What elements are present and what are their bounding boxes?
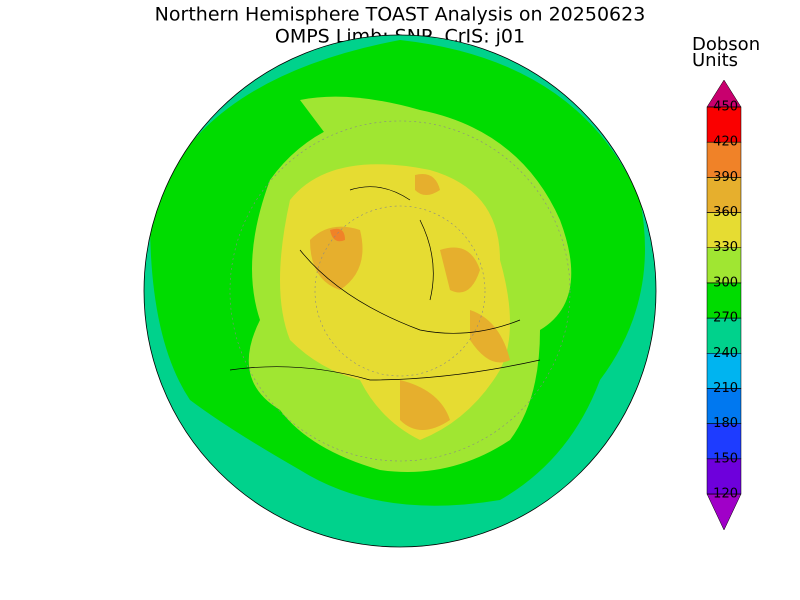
contour	[300, 96, 420, 142]
colorbar-tick-label: 270	[713, 311, 738, 326]
colorbar-band	[706, 388, 742, 424]
colorbar-tick-label: 300	[713, 275, 738, 290]
map-border	[143, 34, 657, 548]
graticule	[314, 205, 486, 377]
colorbar-tick-label: 150	[713, 451, 738, 466]
colorbar-band	[706, 247, 742, 284]
colorbar-band	[706, 282, 742, 319]
map	[144, 35, 656, 547]
colorbar-tick-label: 390	[713, 170, 738, 185]
coastline	[229, 186, 541, 381]
colorbar-tick-label: 360	[713, 205, 738, 220]
colorbar-tick-label: 330	[713, 240, 738, 255]
colorbar-tick-label: 120	[713, 487, 738, 502]
colorbar-tick-label: 450	[713, 100, 738, 115]
colorbar-tick-label: 420	[713, 135, 738, 150]
colorbar-tick-label: 180	[713, 416, 738, 431]
colorbar-label: Dobson	[692, 34, 760, 55]
colorbar-tick-label: 210	[713, 381, 738, 396]
contour	[470, 310, 510, 363]
contour	[400, 380, 450, 430]
colorbar-label: Units	[692, 50, 738, 71]
colorbar-tick-label: 240	[713, 346, 738, 361]
contour	[440, 247, 480, 293]
graticule	[229, 120, 571, 462]
colorbar-band	[706, 212, 742, 248]
contour	[330, 228, 345, 242]
title: Northern Hemisphere TOAST Analysis on 20…	[155, 4, 646, 26]
colorbar: 120 150 180 210 240 270 300 330 360 390 420 450	[706, 79, 742, 531]
colorbar-band	[706, 353, 742, 389]
contour	[415, 174, 440, 195]
